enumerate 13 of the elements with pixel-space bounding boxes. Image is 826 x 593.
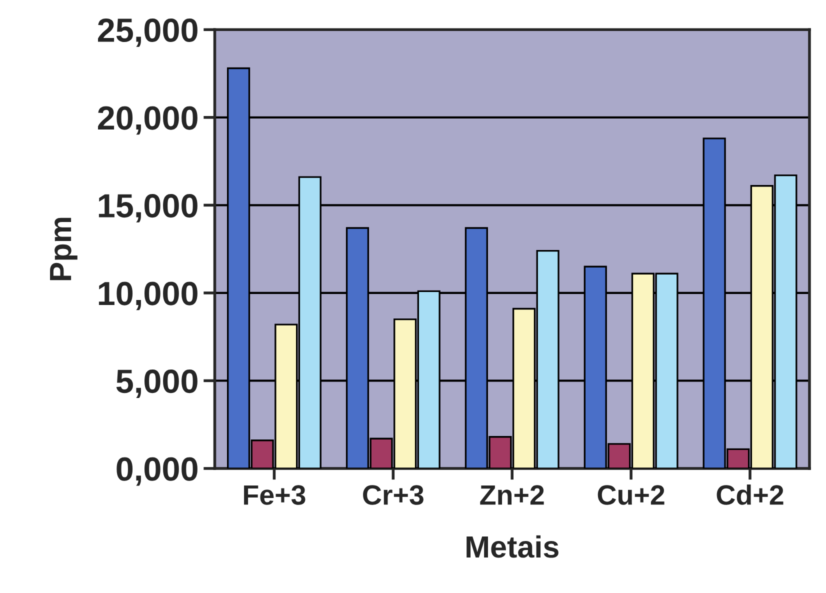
x-tick-label: Cr+3 [363, 485, 424, 505]
y-tick-label: 25,000 [98, 18, 198, 47]
x-tick-label: Cd+2 [716, 484, 784, 505]
y-axis-title: Ppm [50, 218, 78, 280]
y-tick-label: 10,000 [98, 282, 198, 310]
x-tick-label: Zn+2 [480, 485, 544, 505]
x-tick-label: Fe+3 [244, 485, 306, 505]
y-tick-label: 0,000 [116, 457, 198, 486]
y-tick-label: 15,000 [98, 194, 198, 222]
y-tick-label: 5,000 [116, 370, 198, 398]
y-tick-label: 20,000 [98, 106, 198, 135]
x-axis-title: Metais [466, 535, 558, 558]
x-tick-label: Cu+2 [598, 485, 664, 505]
